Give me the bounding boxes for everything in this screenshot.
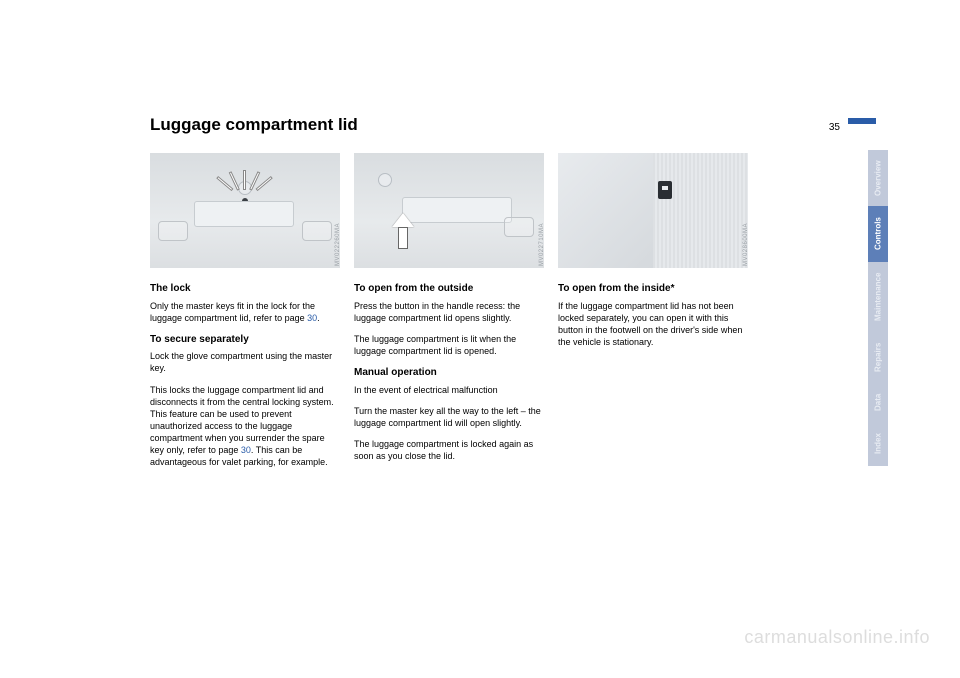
figure-id: MV022260MA <box>334 223 340 266</box>
column-2: MV022710MA To open from the outside Pres… <box>354 153 544 478</box>
heading-the-lock: The lock <box>150 282 340 296</box>
page-title: Luggage compartment lid <box>150 115 358 135</box>
heading-open-inside: To open from the inside* <box>558 282 748 296</box>
figure-id: MV028600MA <box>742 223 748 266</box>
paragraph: Lock the glove compartment using the mas… <box>150 350 340 374</box>
figure-id: MV022710MA <box>538 223 544 266</box>
column-1: MV022260MA The lock Only the master keys… <box>150 153 340 478</box>
content-columns: MV022260MA The lock Only the master keys… <box>150 153 840 478</box>
heading-manual-operation: Manual operation <box>354 366 544 380</box>
tab-controls[interactable]: Controls <box>868 206 888 262</box>
tab-maintenance[interactable]: Maintenance <box>868 262 888 332</box>
page-accent-bar <box>848 118 876 124</box>
column-3: MV028600MA To open from the inside* If t… <box>558 153 748 478</box>
heading-open-outside: To open from the outside <box>354 282 544 296</box>
paragraph: Turn the master key all the way to the l… <box>354 405 544 429</box>
page-number: 35 <box>829 122 840 133</box>
paragraph: The luggage compartment is locked again … <box>354 438 544 462</box>
paragraph: Only the master keys fit in the lock for… <box>150 300 340 324</box>
figure-open-inside: MV028600MA <box>558 153 748 268</box>
page-header: Luggage compartment lid 35 <box>150 115 840 135</box>
tab-repairs[interactable]: Repairs <box>868 332 888 382</box>
paragraph: Press the button in the handle recess: t… <box>354 300 544 324</box>
page-ref-link[interactable]: 30 <box>307 313 317 323</box>
figure-open-outside: MV022710MA <box>354 153 544 268</box>
tab-index[interactable]: Index <box>868 422 888 466</box>
paragraph: In the event of electrical malfunction <box>354 384 544 396</box>
paragraph: If the luggage compartment lid has not b… <box>558 300 748 349</box>
tab-data[interactable]: Data <box>868 382 888 422</box>
heading-secure-separately: To secure separately <box>150 333 340 347</box>
paragraph: The luggage compartment is lit when the … <box>354 333 544 357</box>
tab-overview[interactable]: Overview <box>868 150 888 206</box>
watermark: carmanualsonline.info <box>744 627 930 648</box>
paragraph: This locks the luggage compartment lid a… <box>150 384 340 469</box>
figure-lock: MV022260MA <box>150 153 340 268</box>
manual-page: Luggage compartment lid 35 MV022260MA <box>150 115 840 478</box>
page-ref-link[interactable]: 30 <box>241 445 251 455</box>
section-tabs: Overview Controls Maintenance Repairs Da… <box>868 150 888 466</box>
